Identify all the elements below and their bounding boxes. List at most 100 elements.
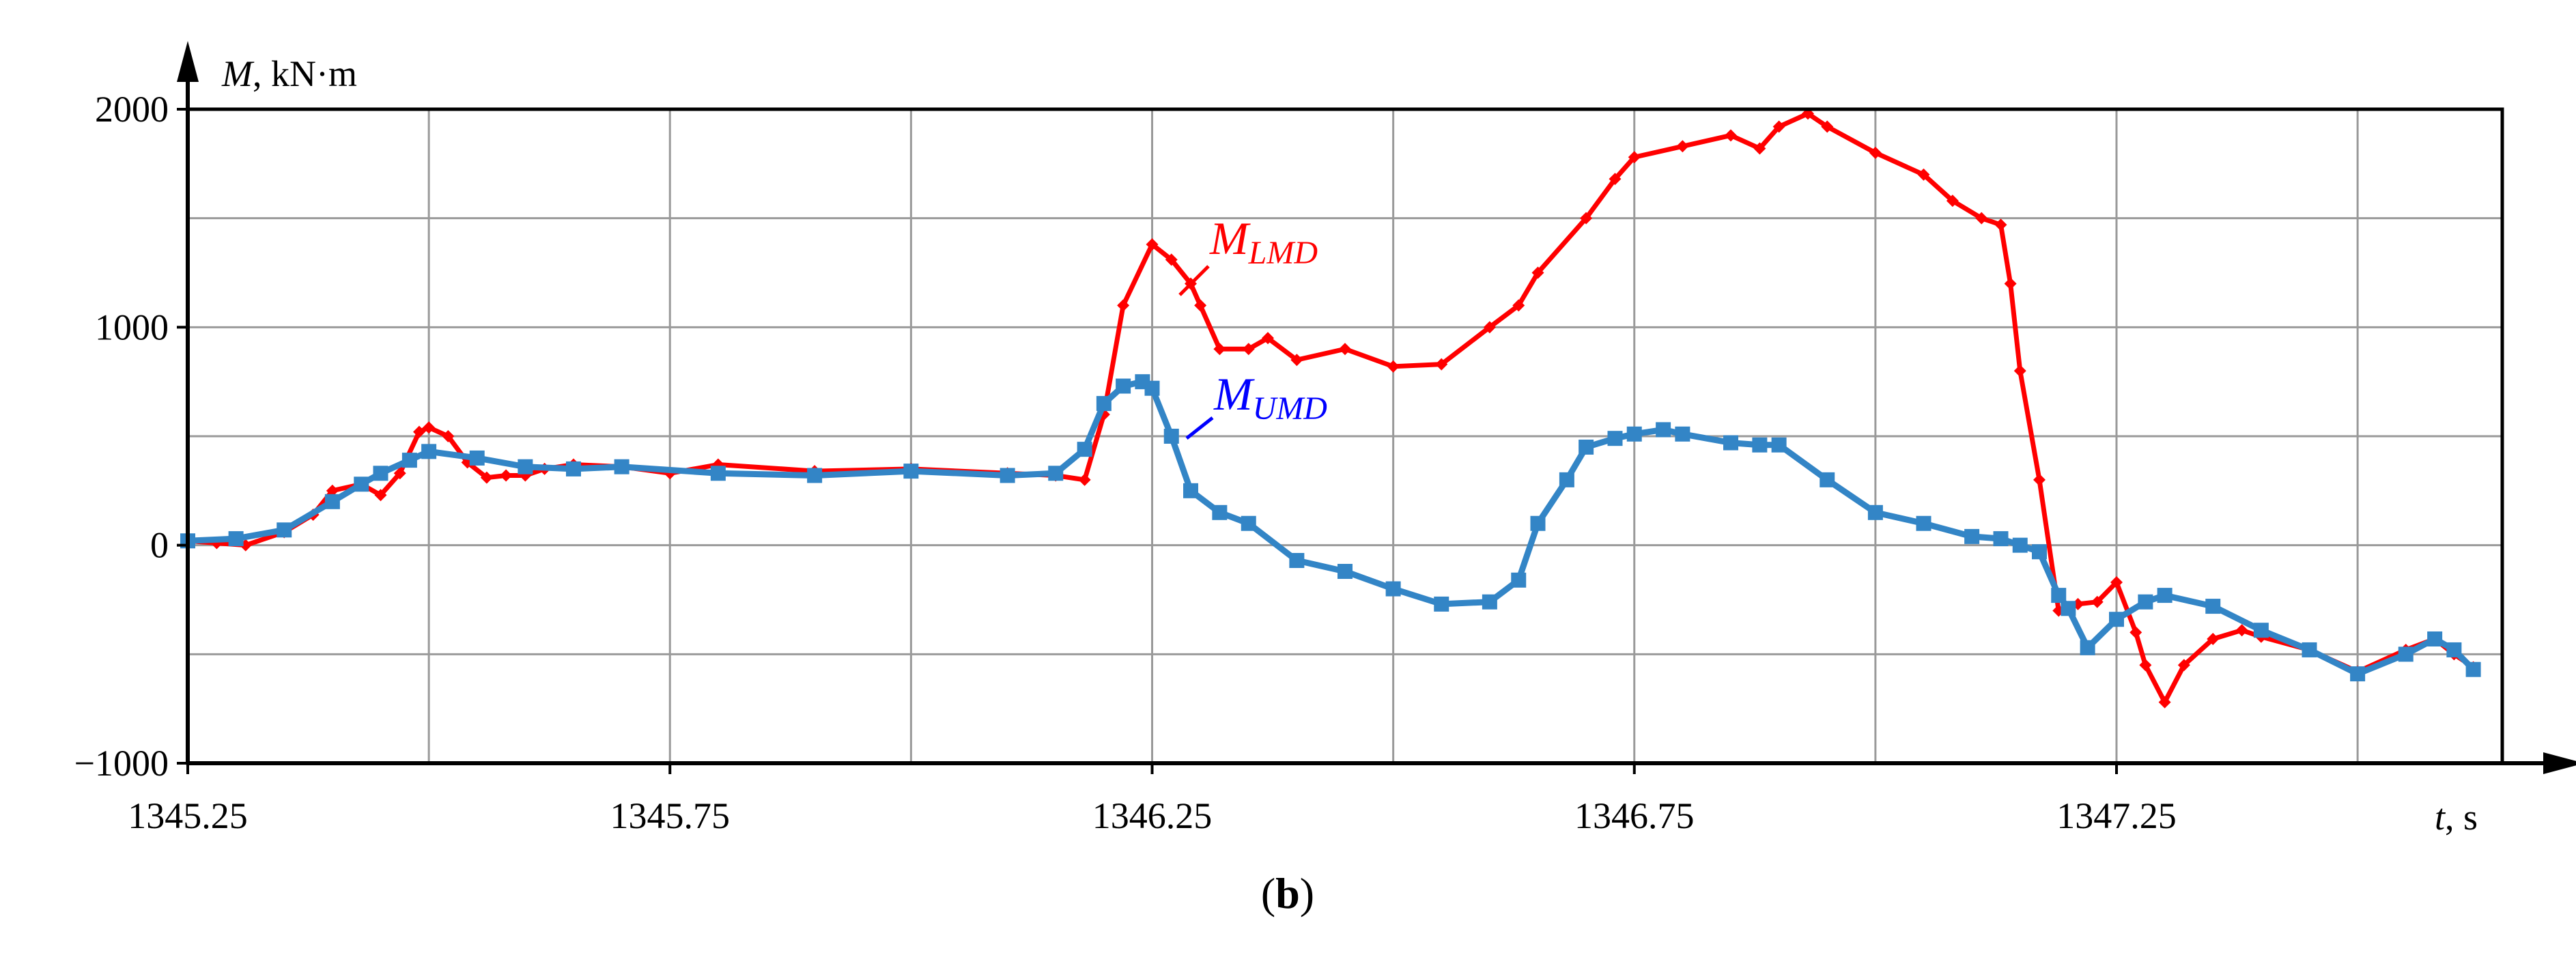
data-point-m-umd <box>1656 422 1671 438</box>
series-layer <box>180 107 2481 709</box>
series-umd-label: MUMD <box>1213 368 1327 427</box>
data-point-m-lmd <box>1869 146 1882 159</box>
data-point-m-lmd <box>1676 140 1689 153</box>
data-point-m-umd <box>469 450 485 466</box>
data-point-m-umd <box>2080 640 2095 655</box>
data-point-m-umd <box>1723 435 1738 451</box>
data-point-m-umd <box>354 476 369 492</box>
data-point-m-lmd <box>1262 332 1274 345</box>
y-axis-title: M, kN·m <box>221 53 357 94</box>
data-point-m-umd <box>1511 572 1527 588</box>
data-point-m-umd <box>2205 599 2221 614</box>
data-point-m-umd <box>1916 515 1931 531</box>
data-point-m-umd <box>2012 537 2028 553</box>
data-point-m-umd <box>1048 466 1064 481</box>
data-point-m-lmd <box>1531 266 1544 279</box>
data-point-m-umd <box>1144 380 1160 396</box>
data-point-m-lmd <box>1917 168 1930 181</box>
y-axis-arrow-icon <box>177 41 199 82</box>
data-point-m-umd <box>2051 588 2067 603</box>
x-tick-label: 1345.75 <box>610 795 731 836</box>
data-point-m-umd <box>401 453 417 468</box>
series-line-m-umd <box>187 378 2476 677</box>
data-point-m-lmd <box>1609 173 1622 186</box>
grid-lines <box>188 109 2502 763</box>
data-point-m-lmd <box>1512 299 1525 312</box>
data-point-m-umd <box>228 531 244 547</box>
data-point-m-lmd <box>423 421 436 434</box>
data-point-m-umd <box>2109 612 2124 627</box>
data-point-m-umd <box>1163 429 1179 444</box>
data-point-m-umd <box>2446 642 2462 657</box>
data-point-m-lmd <box>2091 595 2104 608</box>
data-point-m-umd <box>421 444 437 459</box>
data-point-m-lmd <box>2110 575 2123 588</box>
data-point-m-umd <box>2302 642 2317 657</box>
data-point-m-umd <box>1530 515 1546 531</box>
data-point-m-umd <box>1000 468 1015 483</box>
data-point-m-lmd <box>442 430 455 442</box>
data-point-m-umd <box>1212 504 1228 520</box>
data-point-m-lmd <box>1146 238 1159 251</box>
data-point-m-lmd <box>2013 365 2026 378</box>
figure-caption: (b) <box>1261 869 1314 918</box>
x-tick-label: 1346.75 <box>1574 795 1695 836</box>
data-point-m-lmd <box>1975 212 1988 225</box>
data-point-m-lmd <box>393 467 406 480</box>
data-point-m-lmd <box>1725 129 1737 142</box>
data-point-m-lmd <box>2235 624 2248 637</box>
y-axis-unit: , kN·m <box>253 53 357 94</box>
data-point-m-umd <box>2032 544 2047 560</box>
data-point-m-lmd <box>1078 473 1091 486</box>
data-point-m-lmd <box>1946 195 1959 208</box>
data-point-m-umd <box>1867 504 1883 520</box>
data-point-m-umd <box>1752 437 1768 453</box>
data-point-m-umd <box>1337 563 1353 579</box>
data-point-m-lmd <box>500 469 513 482</box>
data-point-m-lmd <box>1117 299 1130 312</box>
data-point-m-umd <box>1820 472 1835 487</box>
data-point-m-umd <box>1434 596 1449 612</box>
data-point-m-lmd <box>374 489 387 502</box>
data-point-m-lmd <box>1242 343 1255 356</box>
tick-labels: 1345.25 1345.75 1346.25 1346.75 1347.25 −1000… <box>74 89 2177 836</box>
data-point-m-umd <box>1771 437 1787 453</box>
data-point-m-umd <box>1482 594 1497 610</box>
series-lmd-leader <box>1178 265 1210 296</box>
data-point-m-umd <box>1077 442 1092 457</box>
x-tick-label: 1347.25 <box>2056 795 2177 836</box>
data-point-m-umd <box>2157 588 2172 603</box>
data-point-m-umd <box>1993 531 2009 547</box>
series-umd-leader <box>1185 416 1214 440</box>
data-point-m-umd <box>373 466 388 481</box>
data-point-m-umd <box>614 459 629 474</box>
data-point-m-lmd <box>1435 358 1448 371</box>
data-point-m-lmd <box>2139 659 2152 672</box>
series-lmd-label-main: M <box>1209 212 1251 264</box>
data-point-m-umd <box>2061 601 2076 616</box>
y-tick-label: 0 <box>150 525 169 566</box>
data-point-m-umd <box>277 522 292 538</box>
y-tick-label: −1000 <box>74 743 169 784</box>
y-axis-var: M <box>221 53 255 94</box>
data-point-m-lmd <box>326 484 339 497</box>
y-tick-label: 2000 <box>95 89 169 130</box>
data-point-m-umd <box>2253 623 2269 638</box>
data-point-m-lmd <box>1580 212 1593 225</box>
data-point-m-umd <box>324 494 340 509</box>
data-point-m-umd <box>807 468 823 483</box>
data-point-m-umd <box>1289 553 1305 569</box>
data-point-m-lmd <box>1165 253 1178 266</box>
data-point-m-lmd <box>1821 120 1834 133</box>
data-point-m-umd <box>566 461 581 476</box>
caption-letter: b <box>1275 869 1300 918</box>
data-point-m-umd <box>2398 646 2414 662</box>
data-point-m-lmd <box>1772 120 1785 133</box>
series-line-m-lmd <box>187 111 2475 705</box>
data-point-m-lmd <box>2004 277 2017 290</box>
data-point-m-umd <box>518 459 533 474</box>
data-point-m-umd <box>1385 581 1401 597</box>
caption-close: ) <box>1300 869 1314 918</box>
data-point-m-lmd <box>2129 626 2142 639</box>
data-point-m-lmd <box>2158 696 2171 709</box>
